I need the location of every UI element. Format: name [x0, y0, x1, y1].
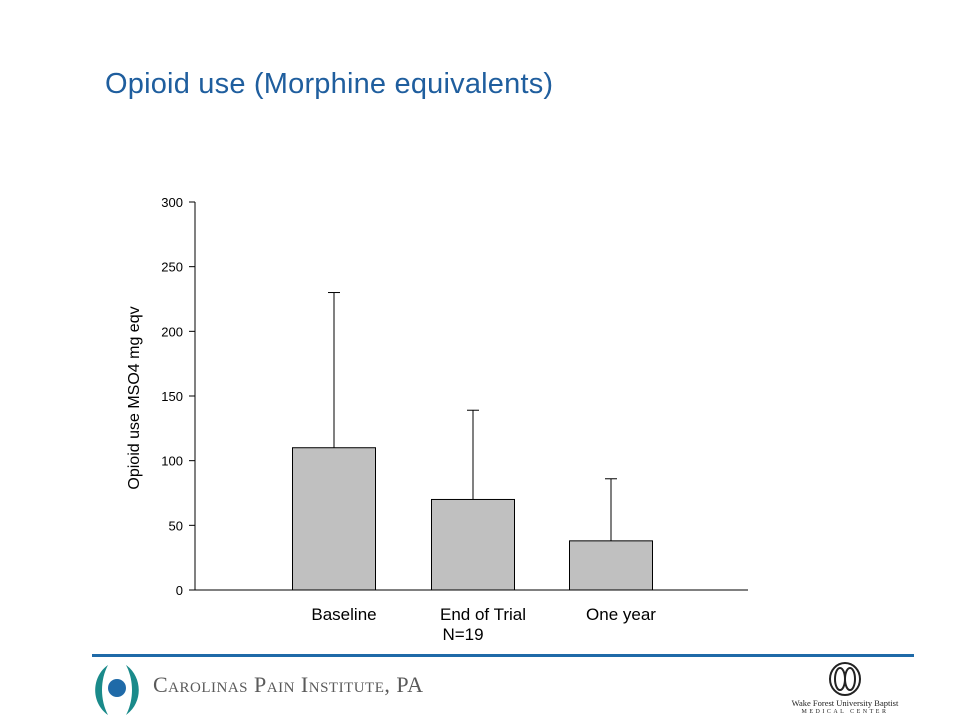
wake-forest-subtitle: MEDICAL CENTER: [801, 709, 889, 715]
wake-forest-emblem-icon: [829, 662, 861, 696]
y-tick-label: 100: [161, 454, 183, 469]
sample-size-label: N=19: [442, 625, 483, 644]
y-tick-label: 50: [169, 518, 183, 533]
y-tick-label: 150: [161, 389, 183, 404]
y-tick-label: 0: [176, 583, 183, 598]
category-label: One year: [586, 605, 656, 624]
bar: [431, 498, 515, 591]
category-label: End of Trial: [440, 605, 526, 624]
bar: [569, 540, 653, 591]
bar: [292, 447, 376, 591]
category-label: Baseline: [311, 605, 376, 624]
wake-forest-logo: Wake Forest University Baptist MEDICAL C…: [780, 662, 910, 720]
y-tick-label: 250: [161, 260, 183, 275]
slide-title: Opioid use (Morphine equivalents): [105, 68, 554, 100]
y-axis-title: Opioid use MSO4 mg eqv: [126, 306, 143, 489]
y-tick-label: 200: [161, 324, 183, 339]
y-tick-label: 300: [161, 195, 183, 210]
bar-chart: 0 50 100 150 200 250 300 Opioid use MSO4 mg eqv…: [126, 195, 748, 644]
carolinas-pain-institute-logo-icon: [95, 665, 139, 715]
carolinas-pain-institute-name: Carolinas Pain Institute, PA: [153, 672, 424, 697]
footer-divider: [92, 654, 914, 657]
wake-forest-name: Wake Forest University Baptist: [791, 698, 899, 708]
